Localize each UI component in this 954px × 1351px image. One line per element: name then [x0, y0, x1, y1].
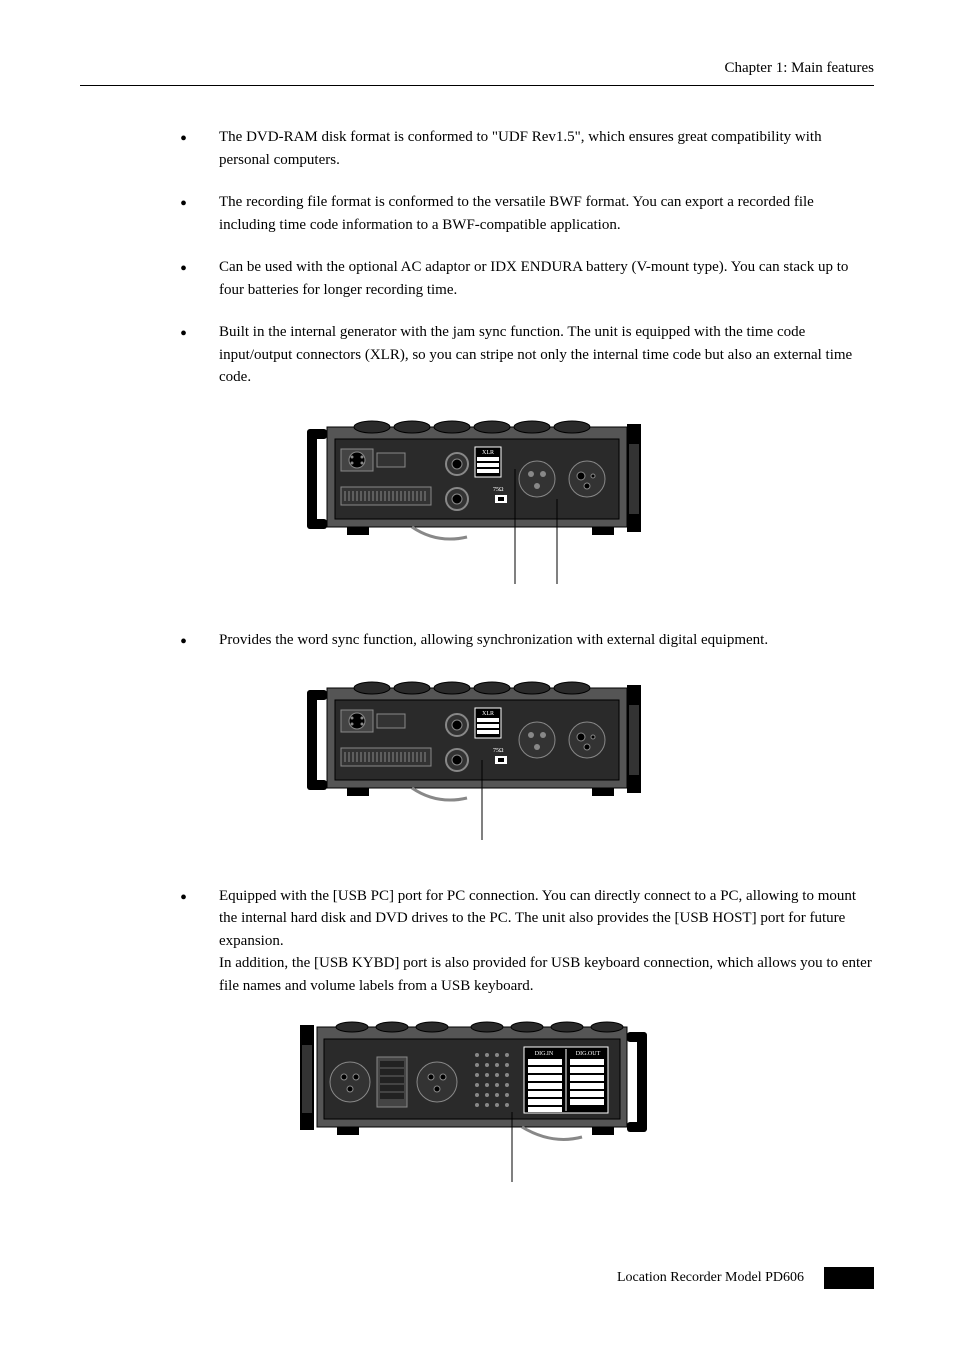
bullet-text: The recording file format is conformed t…: [219, 191, 874, 236]
svg-text:XLR: XLR: [482, 711, 494, 717]
bullet-text: The DVD-RAM disk format is conformed to …: [219, 126, 874, 171]
bullet-item: • Equipped with the [USB PC] port for PC…: [80, 885, 874, 998]
digout-label: DIG.OUT: [576, 1051, 601, 1057]
bullet-text: Can be used with the optional AC adaptor…: [219, 256, 874, 301]
bullet-item: • The DVD-RAM disk format is conformed t…: [80, 126, 874, 171]
device-rear-figure-1: XLR 75Ω: [297, 409, 657, 589]
bullet-item: • Provides the word sync function, allow…: [80, 629, 874, 655]
bullet-marker: •: [180, 629, 187, 655]
chapter-title: Chapter 1: Main features: [724, 60, 874, 76]
page-number-block: [824, 1267, 874, 1289]
device-front-figure: DIG.IN DIG.OUT: [292, 1017, 662, 1187]
bullet-text: Equipped with the [USB PC] port for PC c…: [219, 885, 874, 998]
xlr-label: XLR: [482, 450, 494, 456]
bullet-item: • Can be used with the optional AC adapt…: [80, 256, 874, 301]
page-header: Chapter 1: Main features: [80, 60, 874, 86]
bullet-marker: •: [180, 321, 187, 389]
footer-text: Location Recorder Model PD606: [617, 1270, 804, 1286]
bullet-item: • Built in the internal generator with t…: [80, 321, 874, 389]
digin-label: DIG.IN: [535, 1051, 554, 1057]
bullet-marker: •: [180, 126, 187, 171]
bullet-text: Provides the word sync function, allowin…: [219, 629, 874, 655]
bullet-marker: •: [180, 191, 187, 236]
bullet-item: • The recording file format is conformed…: [80, 191, 874, 236]
svg-text:75Ω: 75Ω: [493, 748, 504, 754]
ohm-label: 75Ω: [493, 487, 504, 493]
page-footer: Location Recorder Model PD606: [80, 1267, 874, 1289]
bullet-marker: •: [180, 256, 187, 301]
bullet-text: Built in the internal generator with the…: [219, 321, 874, 389]
bullet-marker: •: [180, 885, 187, 998]
device-rear-figure-2: XLR 75Ω: [297, 675, 657, 845]
